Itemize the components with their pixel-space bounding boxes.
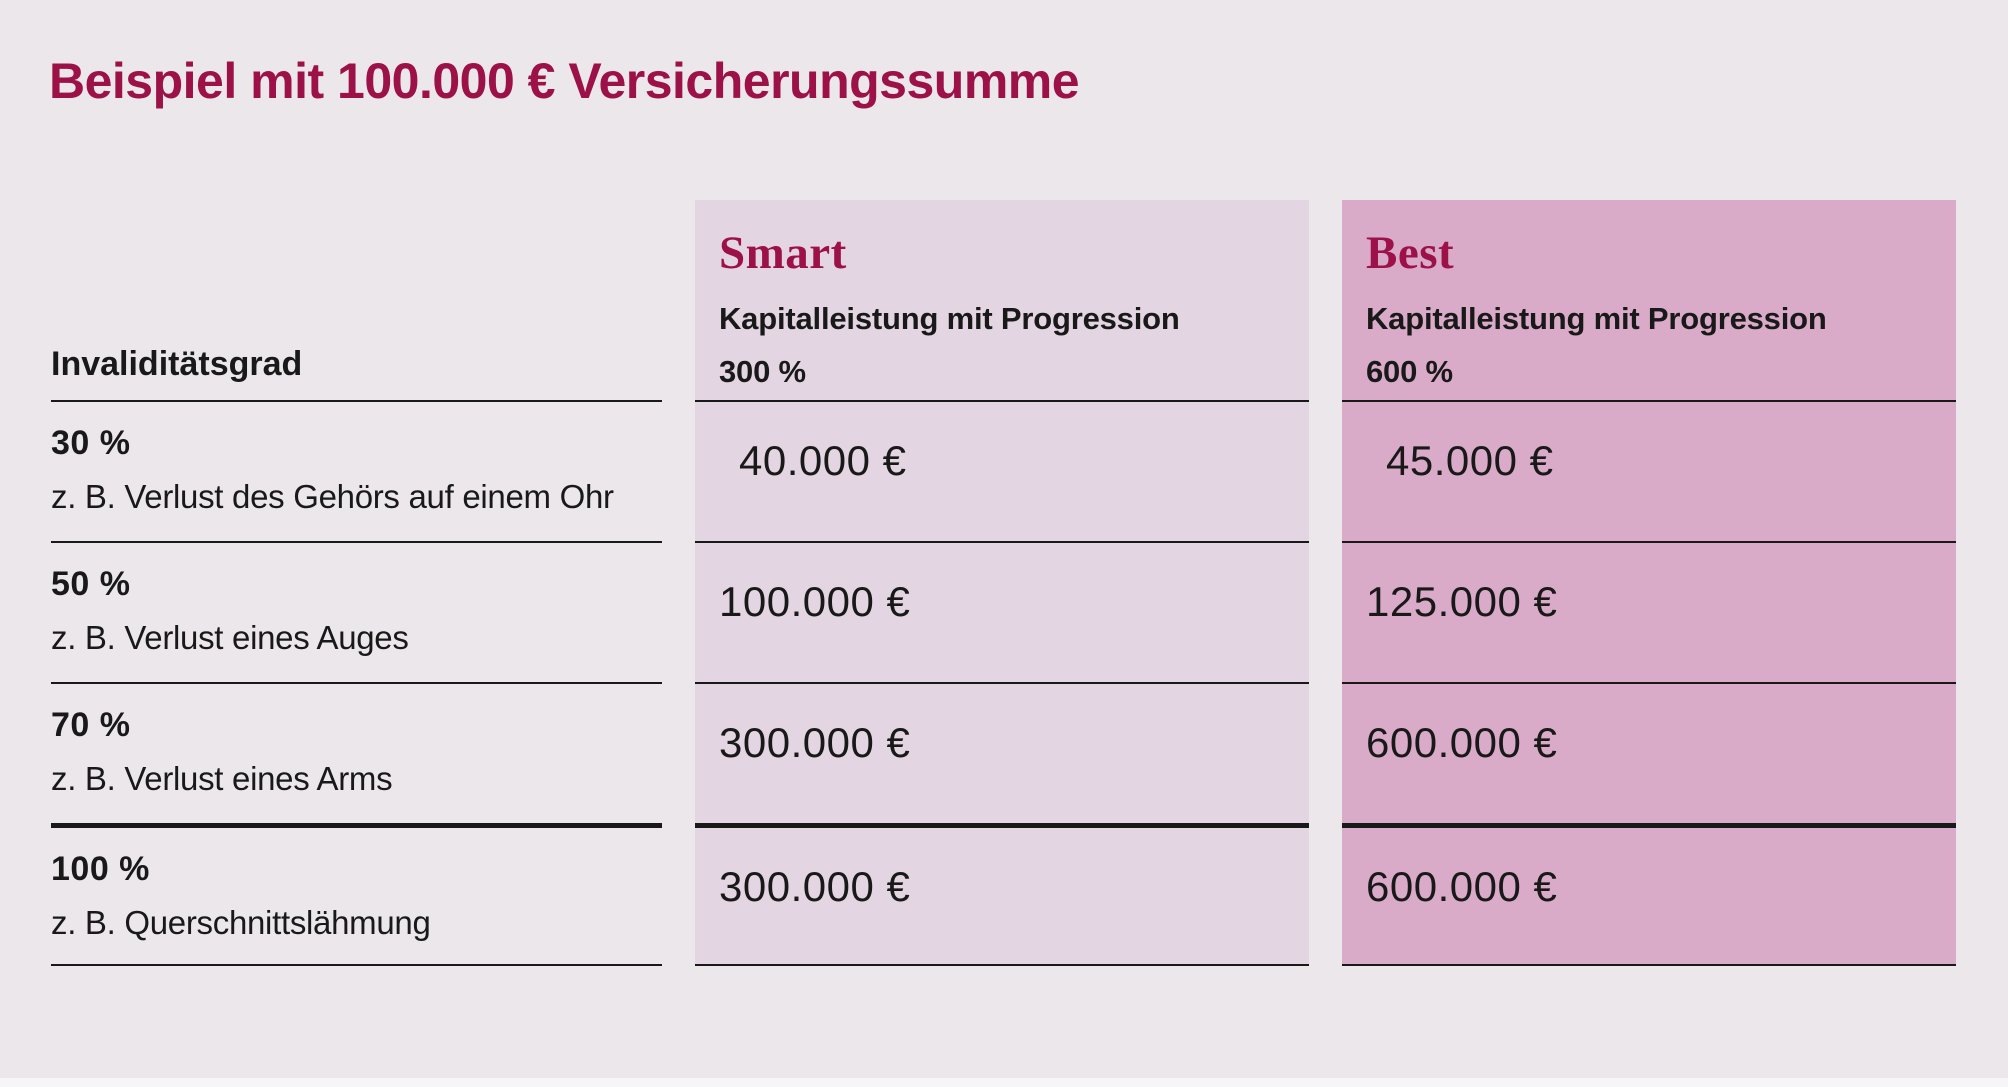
smart-value-70: 300.000 € [695,682,1309,823]
smart-value-100: 300.000 € [695,823,1309,964]
grade-example: z. B. Verlust eines Arms [51,760,393,797]
comparison-table: Invaliditätsgrad 30 % z. B. Verlust des … [51,200,1956,966]
product-name: Best [1366,227,1455,279]
row-header-label: Invaliditätsgrad [51,345,303,383]
table-row-label-30: 30 % z. B. Verlust des Gehörs auf einem … [51,400,662,541]
page-title: Beispiel mit 100.000 € Versicherungssumm… [49,53,1080,109]
grade-example: z. B. Verlust des Gehörs auf einem Ohr [51,478,614,515]
table-row-label-50: 50 % z. B. Verlust eines Auges [51,541,662,682]
column-product-best: Best Kapitalleistung mit Progression 600… [1342,200,1956,966]
table-row-label-100: 100 % z. B. Querschnittslähmung [51,823,662,964]
product-subtitle: Kapitalleistung mit Progression 600 % [1366,292,1932,398]
product-progression: 600 % [1366,354,1453,389]
column-product-smart: Smart Kapitalleistung mit Progression 30… [695,200,1309,966]
best-value-70: 600.000 € [1342,682,1956,823]
best-value-100: 600.000 € [1342,823,1956,964]
product-progression: 300 % [719,354,806,389]
product-header-best: Best Kapitalleistung mit Progression 600… [1342,200,1956,400]
grade-value: 50 % [51,565,131,603]
product-subtitle-line: Kapitalleistung mit Progression [719,301,1180,336]
product-subtitle: Kapitalleistung mit Progression 300 % [719,292,1285,398]
smart-value-50: 100.000 € [695,541,1309,682]
column-invaliditaetsgrad: Invaliditätsgrad 30 % z. B. Verlust des … [51,200,662,966]
product-subtitle-line: Kapitalleistung mit Progression [1366,301,1827,336]
best-value-30: 45.000 € [1342,400,1956,541]
grade-example: z. B. Verlust eines Auges [51,619,409,656]
product-name: Smart [719,227,847,279]
grade-value: 100 % [51,850,150,888]
grade-example: z. B. Querschnittslähmung [51,904,431,941]
bottom-edge-strip [0,1078,2008,1087]
smart-value-30: 40.000 € [695,400,1309,541]
row-header: Invaliditätsgrad [51,200,662,400]
grade-value: 70 % [51,706,131,744]
best-value-50: 125.000 € [1342,541,1956,682]
table-row-label-70: 70 % z. B. Verlust eines Arms [51,682,662,823]
product-header-smart: Smart Kapitalleistung mit Progression 30… [695,200,1309,400]
grade-value: 30 % [51,424,131,462]
